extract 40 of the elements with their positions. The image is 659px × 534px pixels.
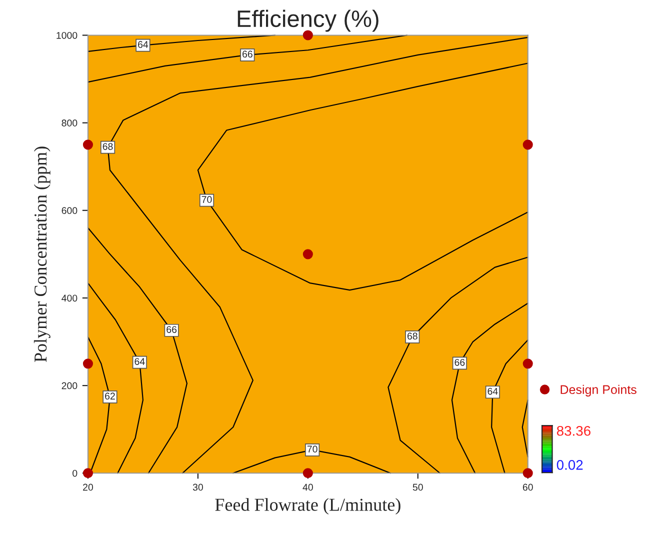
- series-label: 64: [134, 358, 145, 365]
- y-tick-label: 800: [62, 120, 78, 126]
- line-series: [87, 227, 188, 474]
- line-series: [388, 256, 528, 474]
- line-series: [197, 62, 528, 291]
- x-tick-label: 40: [302, 484, 313, 491]
- y-tick-label: 0: [72, 470, 78, 477]
- chart-title: Efficiency (%): [238, 10, 378, 32]
- point: [522, 358, 533, 369]
- series-label: 68: [102, 143, 113, 150]
- x-tick-label: 20: [83, 484, 94, 491]
- text: 83.36: [556, 426, 590, 436]
- point: [82, 358, 94, 369]
- x-tick-label: 60: [522, 484, 533, 491]
- series-label: 66: [166, 326, 177, 333]
- y-tick-label: 200: [62, 382, 78, 390]
- point: [302, 249, 313, 260]
- line-series: [451, 302, 528, 474]
- y-tick-label: 1000: [56, 32, 78, 39]
- series-label: 70: [307, 446, 318, 453]
- x-tick-label: 30: [192, 484, 203, 491]
- x-axis-title: Feed Flowrate (L/minute): [215, 498, 400, 515]
- y-tick-label: 400: [62, 294, 78, 302]
- series-label: 64: [488, 388, 498, 395]
- series-label: 66: [454, 358, 465, 366]
- y-axis-title: Polymer Concentration (ppm): [34, 146, 50, 362]
- series-label: 68: [407, 332, 418, 340]
- series-label: 64: [138, 41, 148, 48]
- point: [82, 140, 94, 150]
- series-label: 70: [202, 196, 212, 203]
- point: [522, 468, 533, 478]
- legend-label: Design Points: [560, 384, 636, 396]
- series-label: 66: [242, 50, 252, 58]
- point: [522, 140, 533, 150]
- x-tick-label: 50: [412, 484, 423, 491]
- point: [302, 468, 313, 478]
- point: [82, 468, 94, 478]
- series-label: 62: [105, 392, 115, 400]
- text: 0.02: [556, 460, 583, 470]
- y-tick-label: 600: [62, 207, 78, 214]
